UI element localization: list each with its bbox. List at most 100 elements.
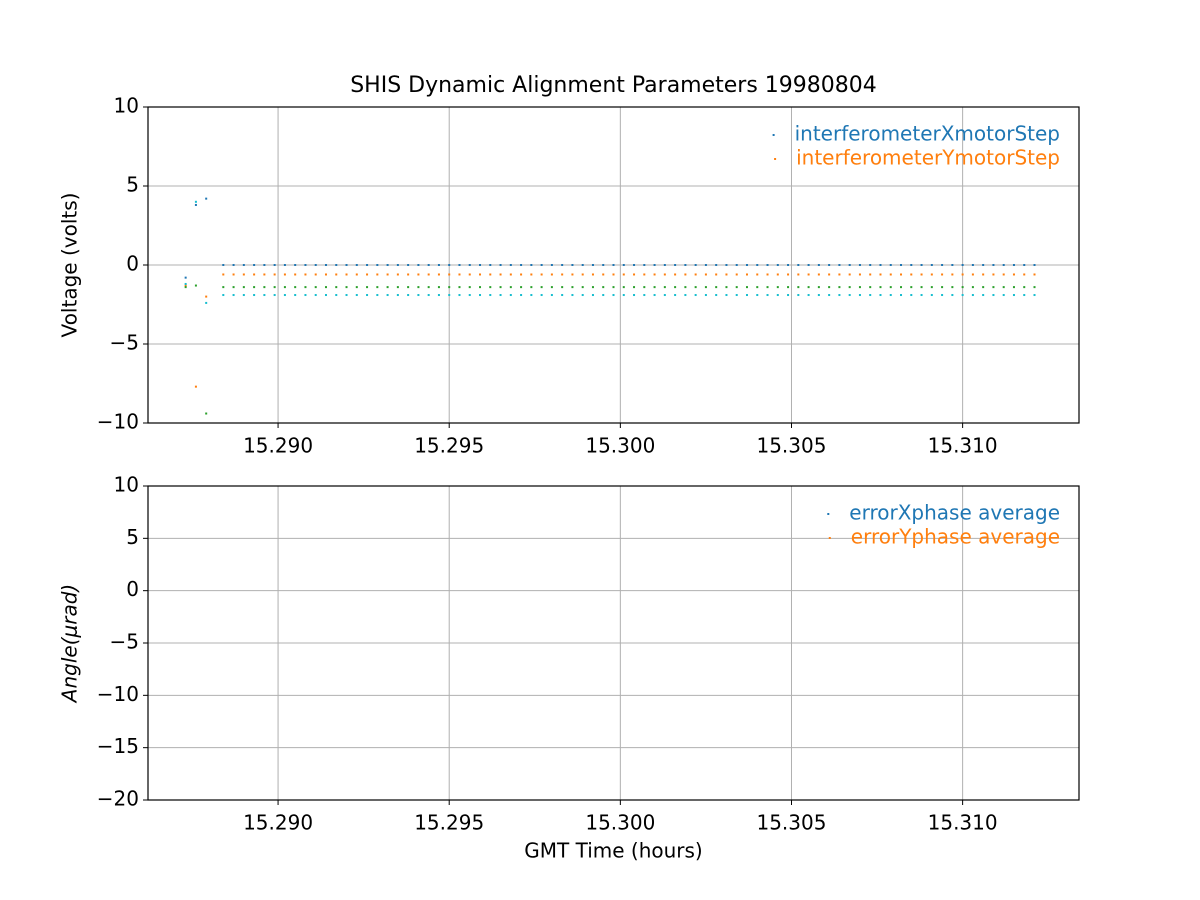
x-tick-label: 15.305 [756,811,826,835]
x-tick-label: 15.295 [414,434,484,458]
point [828,264,831,266]
point [776,286,779,289]
point [304,264,307,266]
point [735,273,738,276]
point [571,286,574,289]
point [407,273,410,276]
point [787,286,790,289]
point [653,273,656,276]
point [1023,294,1026,297]
point [817,286,820,289]
point [417,294,420,297]
point [407,264,410,266]
x-tick-label: 15.310 [928,434,998,458]
point [232,273,235,276]
point [961,264,964,266]
point [807,273,810,276]
point [509,294,512,297]
point [581,264,584,266]
point [194,203,197,206]
point [776,264,779,266]
point [437,286,440,289]
point [817,273,820,276]
point [294,286,297,289]
legend-label: interferometerXmotorStep [795,122,1060,146]
point [797,264,800,266]
point [437,294,440,297]
point [376,264,379,266]
point [622,286,625,289]
point [540,286,543,289]
y-tick-label: −10 [97,410,139,434]
point [838,294,841,297]
point [194,200,197,203]
point [273,273,276,276]
point [848,264,851,266]
point [448,273,451,276]
point [920,294,923,297]
point [930,264,933,266]
point [194,284,197,287]
point [458,264,461,266]
y-axis-label: Voltage (volts) [58,193,82,338]
point [745,273,748,276]
point [941,264,944,266]
point [205,295,208,298]
point [1002,294,1005,297]
y-tick-label: −15 [97,734,139,758]
x-tick-label: 15.295 [414,811,484,835]
point [653,294,656,297]
point [787,273,790,276]
point [756,294,759,297]
y-tick-label: −10 [97,682,139,706]
point [386,286,389,289]
chart-title: SHIS Dynamic Alignment Parameters 199808… [350,73,877,98]
point [468,273,471,276]
point [530,273,533,276]
point [263,264,266,266]
point [540,264,543,266]
point [612,294,615,297]
x-tick-label: 15.300 [585,811,655,835]
point [468,286,471,289]
point [345,294,348,297]
point [971,264,974,266]
point [581,286,584,289]
point [704,286,707,289]
point [869,294,872,297]
point [417,273,420,276]
point [633,273,636,276]
point [992,264,995,266]
point [376,294,379,297]
point [766,294,769,297]
point [222,294,225,297]
y-tick-label: 0 [126,252,139,276]
point [694,264,697,266]
point [828,273,831,276]
point [499,286,502,289]
point [663,294,666,297]
point [961,273,964,276]
point [427,273,430,276]
point [1023,273,1026,276]
point [437,264,440,266]
point [540,273,543,276]
point [715,294,718,297]
point [663,264,666,266]
point [458,286,461,289]
point [941,273,944,276]
point [602,294,605,297]
point [194,385,197,388]
point [499,264,502,266]
point [951,273,954,276]
point [622,264,625,266]
point [941,294,944,297]
point [971,273,974,276]
point [735,264,738,266]
point [920,264,923,266]
y-tick-label: −5 [110,331,139,355]
point [232,294,235,297]
point [355,264,358,266]
point [263,286,266,289]
point [489,273,492,276]
